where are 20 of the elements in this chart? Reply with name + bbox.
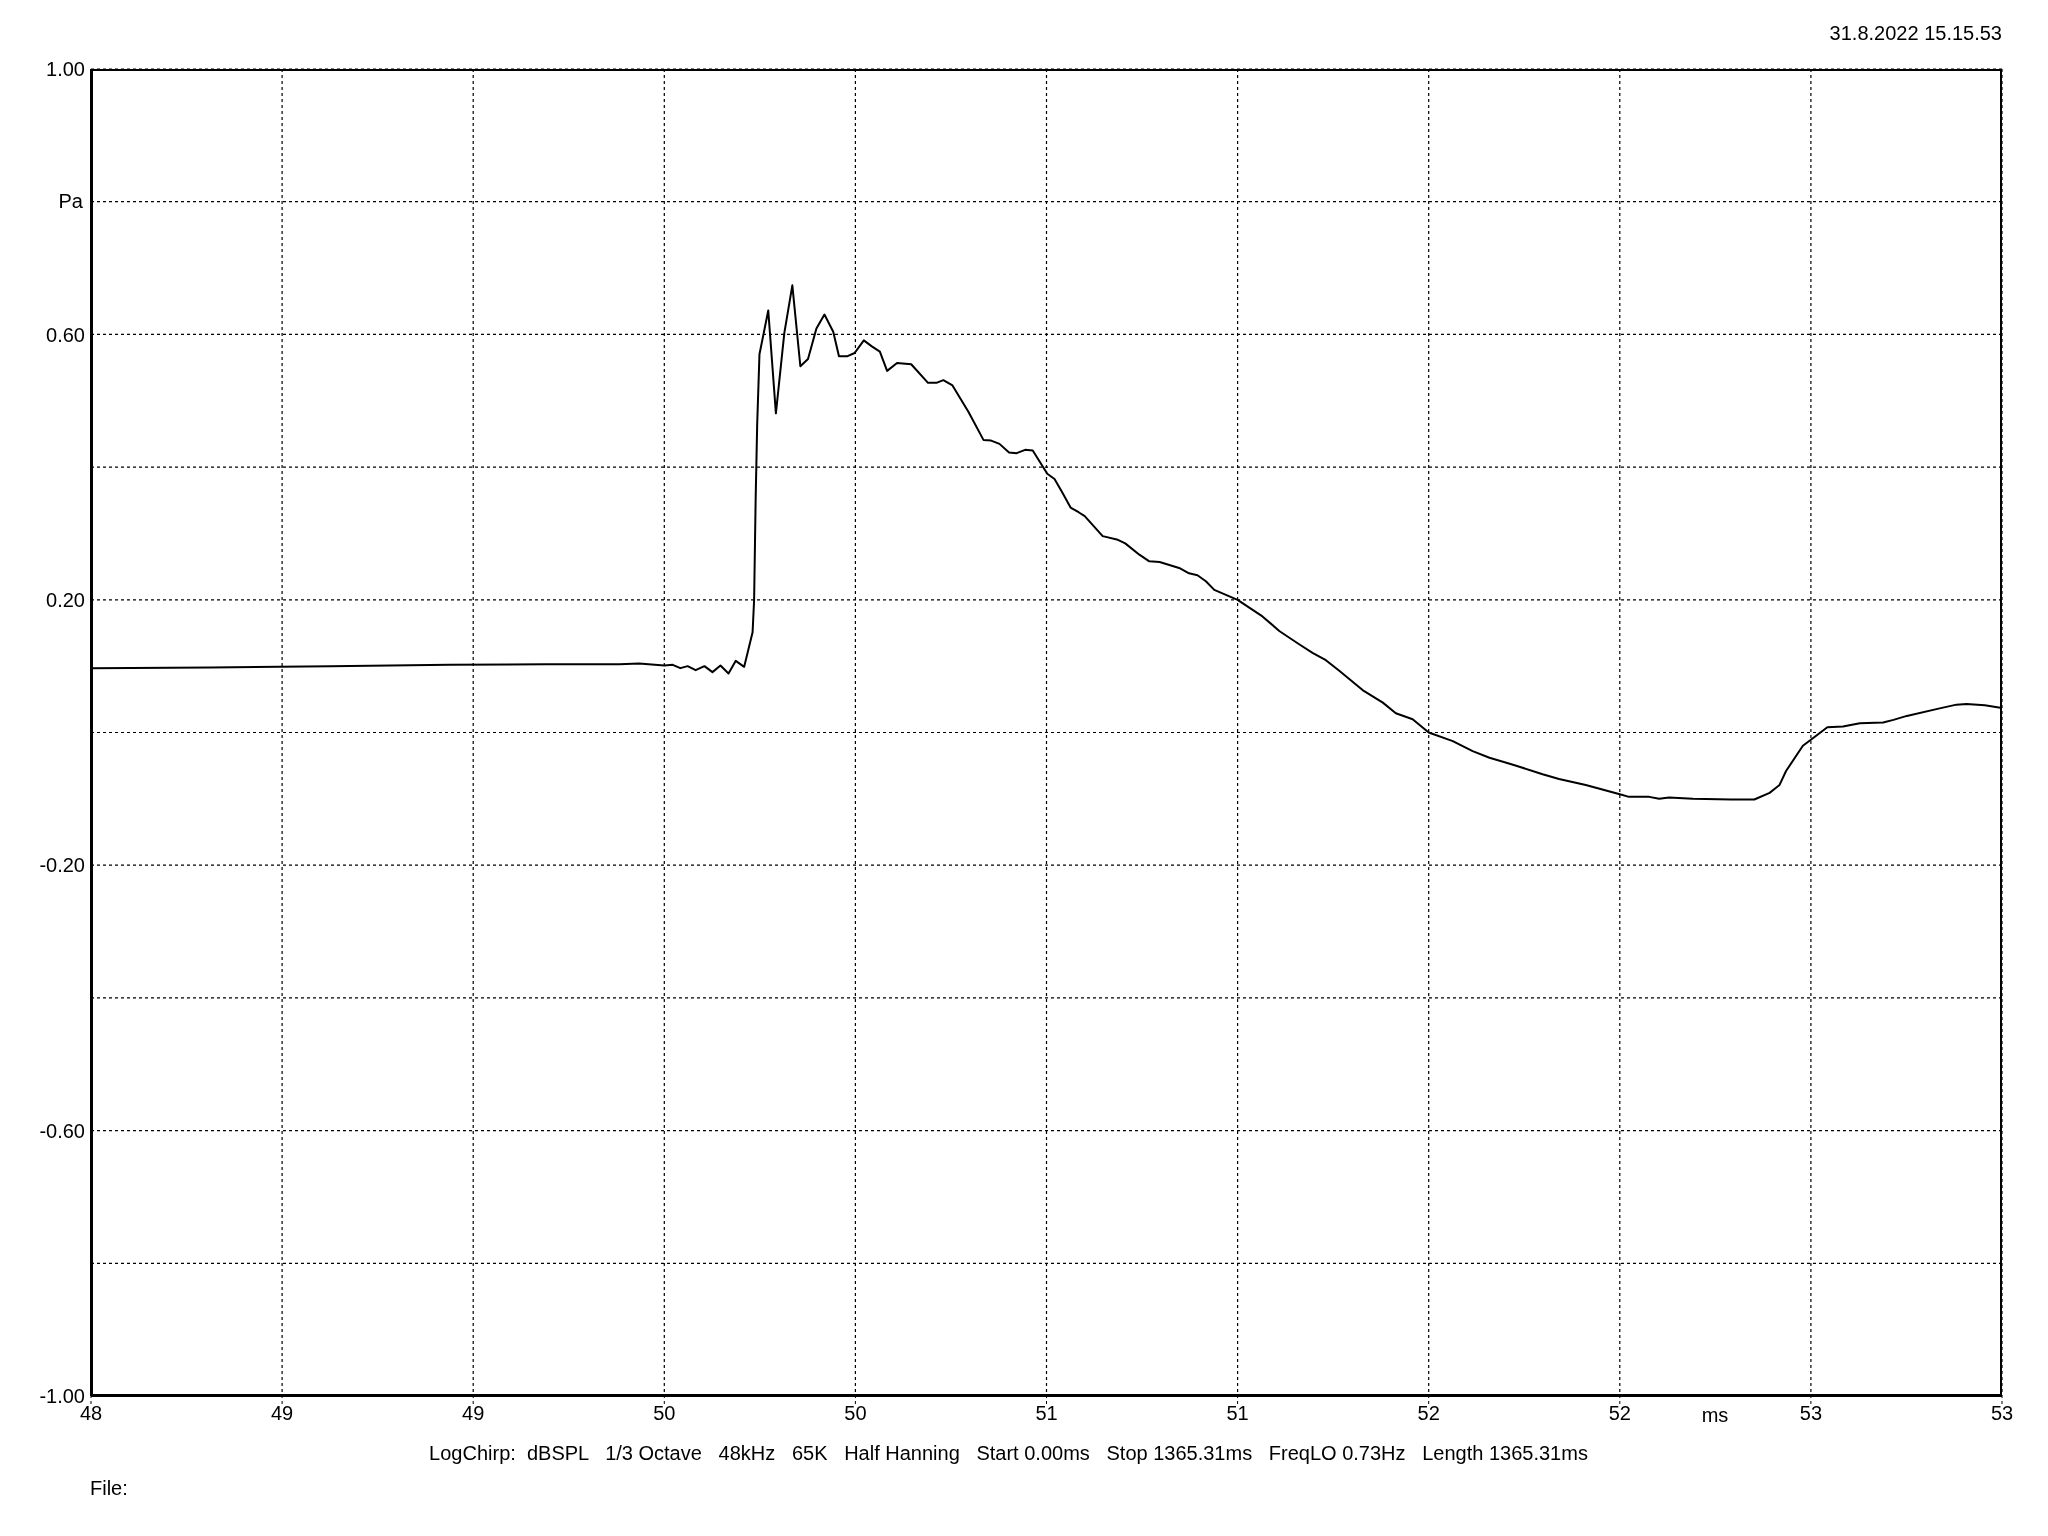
- text: File:: [90, 1477, 128, 1500]
- y-tick-label: 0.20: [46, 588, 85, 611]
- text: LogChirp: dBSPL 1/3 Octave 48kHz 65K Half Hanning Start 0.00ms Stop 1365.31ms FreqLO 0.73Hz Length 1365.31ms: [429, 1442, 1588, 1465]
- x-tick-label: 49: [462, 1402, 485, 1425]
- x-tick-label: 50: [844, 1402, 867, 1425]
- x-tick-label: 53: [1990, 1402, 2014, 1425]
- y-tick-label: 0.60: [46, 323, 85, 346]
- x-tick-label: 53: [1799, 1402, 1823, 1425]
- x-axis-title: ms: [1701, 1404, 1729, 1427]
- x-tick-label: 52: [1417, 1402, 1440, 1425]
- y-axis-title: Pa: [57, 190, 83, 213]
- y-tick-label: 1.00: [46, 58, 85, 81]
- y-tick-label: -0.20: [39, 854, 85, 877]
- text: 31.8.2022 15.15.53: [1829, 22, 2002, 45]
- y-tick-label: -0.60: [39, 1119, 85, 1142]
- x-tick-label: 52: [1608, 1402, 1631, 1425]
- x-tick-label: 49: [270, 1402, 294, 1425]
- x-tick-label: 50: [653, 1402, 676, 1425]
- x-tick-label: 51: [1226, 1402, 1249, 1425]
- x-tick-label: 51: [1035, 1402, 1058, 1425]
